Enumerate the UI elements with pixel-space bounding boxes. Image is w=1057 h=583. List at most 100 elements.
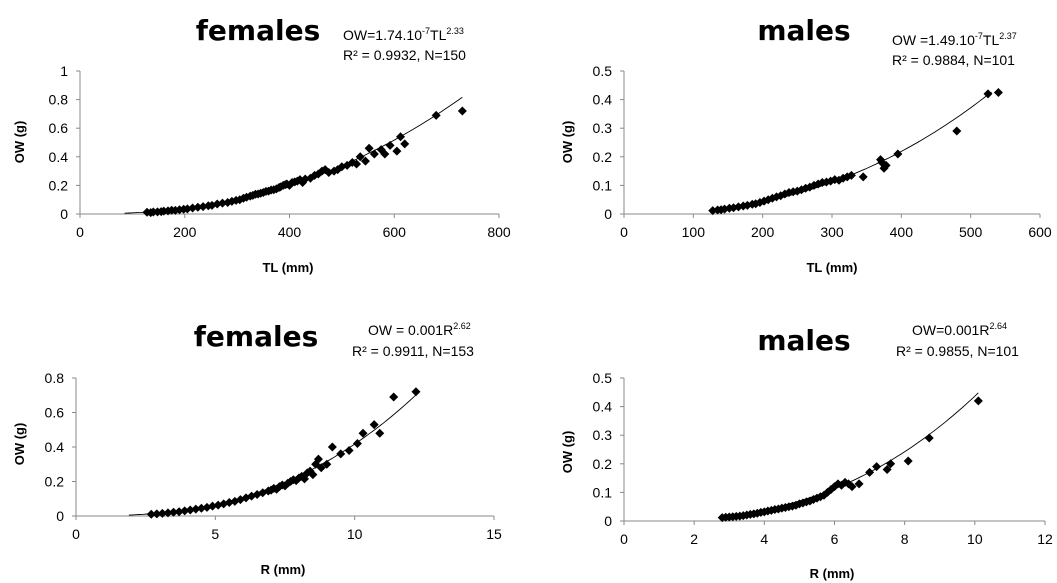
data-point <box>152 509 162 519</box>
y-tick-label: 0 <box>60 206 68 222</box>
fit-equation: OW =1.49.10-7TL2.37 <box>892 31 1017 48</box>
panel-title: females <box>194 320 319 353</box>
data-point <box>352 439 362 449</box>
plot-area: 0 200 400 600 800 0 0.2 0.4 0.6 0.8 1 <box>49 63 511 240</box>
data-point <box>352 159 362 169</box>
data-point <box>157 508 167 518</box>
panel-females-tl: females OW=1.74.10-7TL2.33 R² = 0.9932, … <box>12 14 511 275</box>
data-point <box>369 149 379 159</box>
fit-curve <box>722 392 979 518</box>
fit-stats: R² = 0.9855, N=101 <box>896 343 1019 359</box>
y-tick-label: 0.6 <box>45 405 65 421</box>
y-tick-label: 0.2 <box>593 456 613 472</box>
x-tick-label: 0 <box>76 224 84 240</box>
x-tick-label: 600 <box>383 224 407 240</box>
data-point <box>385 140 395 150</box>
data-point <box>375 428 385 438</box>
fit-curve <box>128 394 417 516</box>
y-tick-label: 0.3 <box>593 427 613 443</box>
data-point <box>322 459 332 469</box>
x-axis-label: R (mm) <box>810 566 855 581</box>
x-tick-label: 2 <box>690 531 698 547</box>
data-point <box>355 152 365 162</box>
data-point <box>188 203 198 213</box>
panel-males-r: males OW=0.001R2.64 R² = 0.9855, N=101 O… <box>560 321 1053 581</box>
data-point <box>858 172 868 182</box>
y-axis-label: OW (g) <box>560 431 575 474</box>
data-point <box>993 87 1003 97</box>
data-point <box>313 454 323 464</box>
data-point <box>185 505 195 515</box>
panel-females-r: females OW = 0.001R2.62 R² = 0.9911, N=1… <box>12 320 502 577</box>
y-tick-label: 0.5 <box>593 370 613 386</box>
data-point <box>196 503 206 513</box>
x-tick-label: 400 <box>890 224 914 240</box>
y-tick-label: 0.4 <box>45 439 65 455</box>
x-tick-label: 10 <box>347 526 363 542</box>
data-point <box>364 143 374 153</box>
data-point <box>193 202 203 212</box>
fit-curve <box>124 96 463 214</box>
data-point <box>336 449 346 459</box>
y-tick-label: 0.4 <box>593 92 613 108</box>
data-point <box>360 156 370 166</box>
data-point <box>380 149 390 159</box>
x-tick-label: 15 <box>486 526 502 542</box>
data-point <box>881 160 891 170</box>
data-point <box>924 433 934 443</box>
data-point <box>893 149 903 159</box>
x-tick-label: 200 <box>751 224 775 240</box>
plot-area: 0 100 200 300 400 500 600 0 0.1 0.2 0.3 0.4 0.5 <box>593 63 1052 240</box>
x-tick-label: 100 <box>682 224 706 240</box>
data-point <box>400 139 410 149</box>
data-point <box>316 463 326 473</box>
x-tick-label: 500 <box>959 224 983 240</box>
fit-stats: R² = 0.9932, N=150 <box>343 47 466 63</box>
y-tick-label: 0.8 <box>45 370 65 386</box>
x-tick-label: 10 <box>967 531 983 547</box>
data-point <box>903 456 913 466</box>
panel-title: females <box>196 14 321 47</box>
y-axis-label: OW (g) <box>560 121 575 164</box>
y-tick-label: 0 <box>604 206 612 222</box>
data-point <box>358 428 368 438</box>
data-point <box>327 442 337 452</box>
data-point <box>886 459 896 469</box>
data-point <box>174 507 184 517</box>
y-tick-label: 0.5 <box>593 63 613 79</box>
data-point <box>146 509 156 519</box>
x-axis-label: R (mm) <box>261 562 306 577</box>
data-point <box>208 501 218 511</box>
data-point <box>854 479 864 489</box>
x-tick-label: 8 <box>901 531 909 547</box>
y-tick-label: 0.4 <box>49 149 69 165</box>
y-tick-label: 0.1 <box>593 177 613 193</box>
data-point <box>847 482 857 492</box>
data-point <box>411 387 421 397</box>
fit-curve <box>710 91 992 211</box>
data-point <box>163 508 173 518</box>
data-point <box>846 170 856 180</box>
fit-equation: OW=0.001R2.64 <box>912 321 1007 338</box>
plot-area: 0 2 4 6 8 10 12 0 0.1 0.2 0.3 0.4 0.5 <box>593 370 1053 547</box>
y-tick-label: 0.4 <box>593 399 613 415</box>
x-tick-label: 4 <box>760 531 768 547</box>
panel-males-tl: males OW =1.49.10-7TL2.37 R² = 0.9884, N… <box>560 14 1052 275</box>
panel-title: males <box>757 324 850 357</box>
y-tick-label: 0.8 <box>49 92 69 108</box>
data-point <box>882 465 892 475</box>
data-point <box>872 462 882 472</box>
x-tick-label: 300 <box>820 224 844 240</box>
data-point <box>457 106 467 116</box>
fit-equation: OW = 0.001R2.62 <box>368 321 471 338</box>
data-point <box>169 507 179 517</box>
data-point <box>389 392 399 402</box>
x-tick-label: 200 <box>173 224 197 240</box>
data-point <box>217 198 227 208</box>
panel-title: males <box>757 14 850 47</box>
x-tick-label: 5 <box>211 526 219 542</box>
x-tick-label: 0 <box>620 531 628 547</box>
x-tick-label: 0 <box>620 224 628 240</box>
data-point <box>431 110 441 120</box>
data-point <box>392 146 402 156</box>
